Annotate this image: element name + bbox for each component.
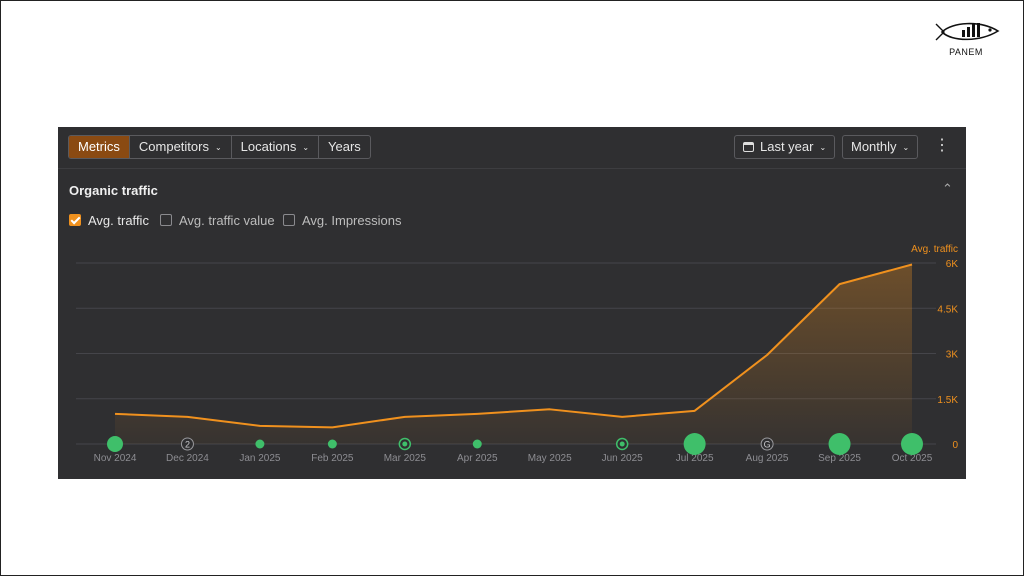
- metric-label: Avg. traffic: [88, 212, 149, 228]
- chevron-down-icon: ⌄: [214, 143, 222, 152]
- event-marker-dot: [255, 439, 265, 449]
- checkbox[interactable]: [160, 214, 172, 226]
- traffic-chart: 0 1.5K 3K 4.5K 6K Avg. traffic Nov 2024 Dec 202…: [76, 244, 959, 464]
- metric-avg-traffic[interactable]: Avg. traffic: [69, 211, 149, 229]
- y-tick-label: 1.5K: [937, 395, 958, 406]
- tab-label: Locations: [240, 139, 297, 154]
- chevron-down-icon: ⌄: [819, 143, 827, 152]
- x-tick-label: Jul 2025: [676, 453, 714, 464]
- y-tick-label: 0: [952, 440, 958, 451]
- chevron-up-icon[interactable]: ⌃: [942, 181, 953, 196]
- view-tabs: Metrics Competitors ⌄ Locations ⌄ Years: [68, 135, 371, 159]
- tab-competitors[interactable]: Competitors ⌄: [130, 136, 232, 158]
- logo-text: PANEM: [949, 47, 983, 57]
- metric-label: Avg. traffic value: [179, 212, 275, 228]
- y-tick-label: 3K: [946, 350, 959, 361]
- x-tick-label: Nov 2024: [94, 453, 137, 464]
- x-tick-label: Oct 2025: [892, 453, 933, 464]
- period-label: Last year: [760, 139, 814, 154]
- event-marker-dot: [327, 439, 337, 449]
- event-marker-badge-label: 2: [185, 440, 190, 450]
- y-tick-label: 6K: [946, 259, 959, 270]
- checkbox[interactable]: [283, 214, 295, 226]
- x-tick-label: May 2025: [528, 453, 572, 464]
- brand-logo: PANEM: [930, 18, 1002, 60]
- x-tick-label: Sep 2025: [818, 453, 861, 464]
- period-select[interactable]: Last year ⌄: [734, 135, 836, 159]
- series-area: [115, 264, 912, 444]
- x-tick-label: Apr 2025: [457, 453, 498, 464]
- organic-traffic-panel: Metrics Competitors ⌄ Locations ⌄ Years La…: [58, 127, 966, 479]
- more-options-icon[interactable]: ⋮: [934, 137, 950, 154]
- tab-locations[interactable]: Locations ⌄: [232, 136, 320, 158]
- tab-years[interactable]: Years: [319, 136, 370, 158]
- y-tick-label: 4.5K: [937, 304, 958, 315]
- chevron-down-icon: ⌄: [902, 143, 910, 152]
- toolbar: Metrics Competitors ⌄ Locations ⌄ Years La…: [58, 127, 966, 169]
- tab-label: Competitors: [138, 139, 209, 154]
- calendar-icon: [743, 142, 754, 152]
- tab-label: Metrics: [78, 139, 120, 154]
- event-marker-dot: [472, 439, 482, 449]
- event-marker-dot: [901, 433, 923, 455]
- metric-avg-impressions[interactable]: Avg. Impressions: [283, 211, 401, 229]
- event-marker-dot: [683, 433, 706, 455]
- x-tick-label: Feb 2025: [311, 453, 354, 464]
- checkbox-checked[interactable]: [69, 214, 81, 226]
- x-tick-label: Jun 2025: [602, 453, 644, 464]
- granularity-label: Monthly: [851, 139, 897, 154]
- metric-avg-traffic-value[interactable]: Avg. traffic value: [160, 211, 275, 229]
- event-marker-dot: [107, 436, 123, 452]
- tab-metrics[interactable]: Metrics: [69, 136, 130, 158]
- event-marker-badge: [180, 437, 194, 451]
- y-axis-label: Avg. traffic: [911, 244, 958, 255]
- tab-label: Years: [328, 139, 361, 154]
- event-marker-dot: [828, 433, 851, 455]
- event-marker-ring-core: [619, 441, 625, 447]
- fish-logo-icon: [935, 22, 1000, 41]
- event-marker-badge: [760, 437, 774, 451]
- granularity-select[interactable]: Monthly ⌄: [842, 135, 919, 159]
- x-tick-label: Jan 2025: [239, 453, 281, 464]
- event-marker-ring-core: [402, 441, 408, 447]
- event-marker-badge-label: G: [764, 440, 771, 450]
- panel-title: Organic traffic: [69, 183, 158, 198]
- metric-label: Avg. Impressions: [302, 212, 402, 228]
- chevron-down-icon: ⌄: [302, 143, 310, 152]
- x-tick-label: Mar 2025: [384, 453, 427, 464]
- x-tick-label: Aug 2025: [746, 453, 789, 464]
- series-line: [114, 263, 913, 429]
- x-tick-label: Dec 2024: [166, 453, 209, 464]
